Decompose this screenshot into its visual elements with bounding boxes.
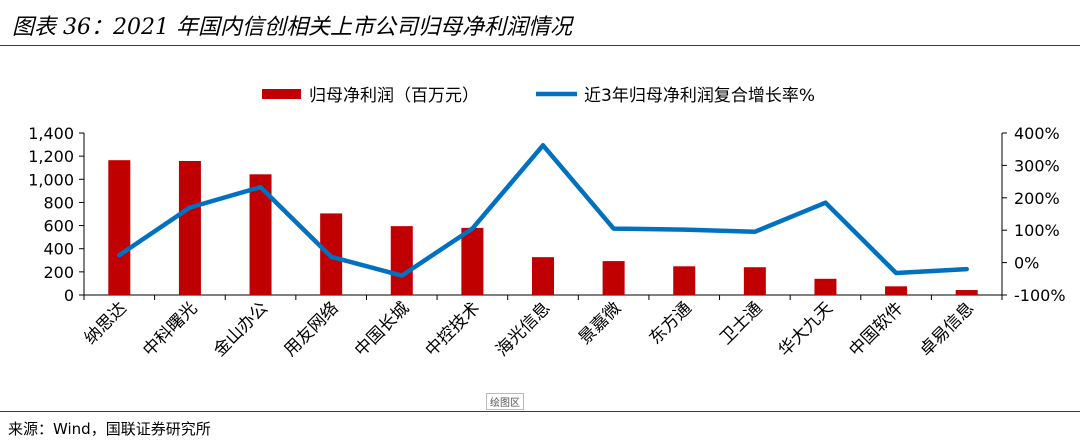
left-tick-label: 1,000: [28, 170, 74, 189]
x-tick-label: 中科曙光: [139, 298, 201, 360]
bar: [390, 226, 413, 295]
line-series: [117, 143, 969, 278]
x-tick-label: 用友网络: [280, 298, 342, 360]
bar: [178, 161, 201, 295]
bar: [885, 286, 908, 295]
right-tick-label: 200%: [1014, 189, 1060, 208]
x-tick-label: 中国长城: [351, 298, 413, 360]
top-divider: [0, 45, 1080, 46]
legend: 归母净利润（百万元） 近3年归母净利润复合增长率%: [262, 86, 815, 106]
x-tick-label: 卫士通: [716, 298, 766, 348]
bottom-divider: [0, 411, 1080, 412]
bar: [602, 261, 625, 295]
bar: [108, 160, 131, 295]
bar: [955, 290, 978, 295]
bar: [743, 267, 766, 295]
legend-line-label: 近3年归母净利润复合增长率%: [584, 86, 815, 106]
x-tick-label: 东方通: [646, 298, 696, 348]
left-tick-label: 0: [64, 286, 74, 305]
chart-title: 图表 36：2021 年国内信创相关上市公司归母净利润情况: [12, 15, 572, 40]
plot-area-tag: 绘图区: [486, 393, 524, 410]
legend-bar-swatch: [262, 89, 301, 99]
right-tick-label: -100%: [1014, 286, 1066, 305]
bar: [814, 278, 837, 295]
left-tick-label: 200: [43, 263, 74, 282]
source-note: 来源：Wind，国联证券研究所: [8, 420, 211, 438]
left-tick-label: 1,400: [28, 124, 74, 143]
legend-bar-label: 归母净利润（百万元）: [309, 86, 479, 106]
x-tick-label: 金山办公: [210, 298, 272, 360]
bar: [673, 266, 696, 295]
bar: [461, 227, 484, 295]
x-tick-label: 海光信息: [492, 298, 554, 360]
left-tick-label: 800: [43, 193, 74, 212]
right-tick-label: 0%: [1014, 254, 1039, 273]
left-tick-label: 1,200: [28, 147, 74, 166]
x-tick-label: 中国软件: [845, 298, 907, 360]
x-tick-label: 中控技术: [422, 298, 484, 360]
right-tick-label: 300%: [1014, 156, 1060, 175]
bar: [249, 174, 272, 295]
left-tick-label: 400: [43, 240, 74, 259]
bar: [532, 257, 554, 295]
growth-line: [117, 143, 969, 278]
x-tick-label: 纳思达: [81, 298, 131, 348]
x-tick-label: 景嘉微: [575, 298, 625, 348]
bar-series: [108, 160, 978, 295]
right-tick-label: 100%: [1014, 221, 1060, 240]
right-tick-label: 400%: [1014, 124, 1060, 143]
x-tick-label: 华大九天: [775, 298, 837, 360]
x-tick-label: 卓易信息: [916, 298, 978, 360]
left-tick-label: 600: [43, 217, 74, 236]
